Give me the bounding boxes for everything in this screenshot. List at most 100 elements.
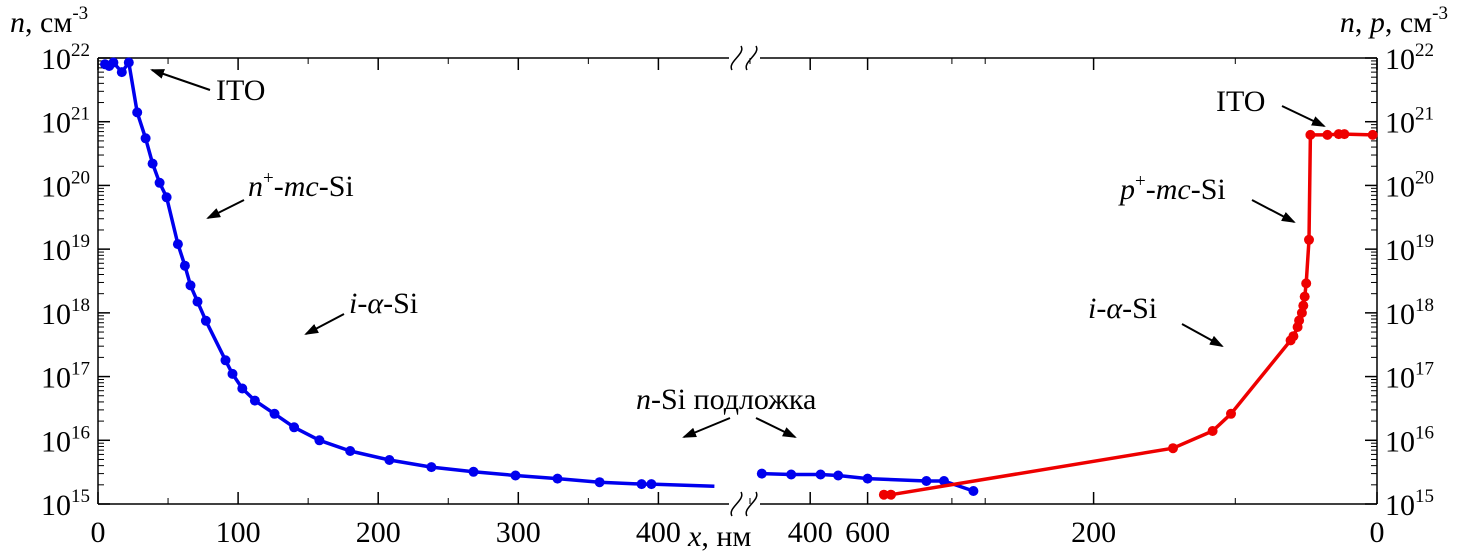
y-tick-label-left: 1021 [41, 104, 90, 140]
series-p-point [878, 489, 889, 500]
series-layer [100, 57, 1378, 500]
x-tick-label: 200 [1071, 516, 1116, 549]
annotation-label: ITO [1216, 85, 1265, 118]
x-tick-label: 0 [1370, 516, 1385, 549]
series-n-point [172, 239, 183, 250]
series-p-point [1322, 129, 1333, 140]
annotations: ITO n+-mc-Si i-α-Si n-Si подложка ITO p+-mc-S… [150, 69, 1326, 438]
series-p-point [1298, 300, 1309, 311]
x-tick-label: 100 [216, 516, 261, 549]
series-p-point [1288, 331, 1299, 342]
annotation-arrow [1181, 323, 1224, 347]
y-tick-label-left: 1020 [41, 167, 90, 203]
x-tick-label: 0 [91, 516, 106, 549]
y-axis-label-left: n, см-3 [10, 3, 88, 39]
series-n-point [161, 192, 172, 203]
series-n-point [108, 57, 119, 68]
x-axis-label: x, нм [687, 520, 751, 553]
series-n-point [192, 296, 203, 307]
x-tick-label: 200 [356, 516, 401, 549]
y-tick-label-left: 1017 [41, 359, 90, 395]
series-p-point [1226, 408, 1236, 419]
series-n-point [154, 177, 165, 188]
series-p-point [1301, 278, 1312, 289]
y-tick-label-right: 1017 [1385, 359, 1434, 395]
axis-break-mark [745, 45, 758, 71]
series-n-point [384, 455, 395, 465]
x-tick-label: 300 [496, 516, 541, 549]
annotation-arrow [682, 417, 731, 438]
series-p-point [1339, 129, 1350, 140]
annotation-label: i-α-Si [1088, 292, 1157, 325]
series-n-point [636, 479, 647, 490]
y-tick-label-right: 1022 [1385, 40, 1434, 76]
x-tick-label: 600 [845, 516, 890, 549]
y-tick-label-right: 1021 [1385, 104, 1434, 140]
axis-break-mark [745, 491, 758, 517]
y-tick-label-right: 1018 [1385, 295, 1434, 331]
y-tick-label-left: 1018 [41, 295, 90, 331]
axis-breaks [730, 45, 758, 517]
series-p-point [886, 489, 896, 500]
series-n-point [227, 368, 238, 379]
series-n-point [510, 470, 521, 481]
series-n-point [345, 446, 356, 456]
annotation-label: i-α-Si [349, 287, 418, 320]
series-n-right-point [939, 476, 949, 486]
series-n-point [646, 479, 657, 490]
y-tick-label-left: 1016 [41, 422, 90, 458]
series-n-point [200, 315, 211, 326]
annotation-label: ITO [216, 74, 265, 107]
y-tick-label-right: 1020 [1385, 167, 1434, 203]
series-n-point [185, 280, 196, 291]
series-n-point [147, 158, 158, 169]
series-n-point [552, 473, 563, 484]
series-n-point [123, 57, 134, 68]
series-n-point [426, 462, 437, 473]
y-ticks: 1015 1015 1016 1016 1017 1017 1018 1018 1019 1019… [41, 40, 1434, 522]
series-n-line [104, 60, 715, 488]
series-p-point [1168, 443, 1178, 454]
series-n-point [289, 422, 300, 433]
y-tick-label-left: 1015 [41, 486, 90, 522]
series-n-point [237, 383, 248, 394]
series-p-point [1207, 426, 1218, 436]
axis-break-mark [730, 491, 743, 517]
annotation-label: n+-mc-Si [248, 168, 354, 203]
y-tick-label-left: 1022 [41, 40, 90, 76]
x-ticks: 0 100 200 300 400 600 400 200 0 [91, 58, 1385, 549]
x-tick-label: 400 [788, 516, 833, 549]
series-n-point [269, 408, 280, 419]
annotation-arrow [206, 199, 245, 219]
y-tick-label-right: 1019 [1385, 231, 1434, 267]
series-p-point [1294, 315, 1305, 326]
series-p-point [1299, 291, 1310, 302]
series-n-point [249, 395, 260, 406]
series-n-right-point [968, 486, 979, 496]
series-n-right-point [815, 469, 826, 480]
series-n-point [594, 477, 605, 488]
x-tick-label: 400 [636, 516, 681, 549]
series-n-right-point [921, 476, 932, 486]
annotation-label: p+-mc-Si [1118, 171, 1226, 206]
series-n-point [140, 133, 151, 144]
axis-break-mark [730, 45, 743, 71]
series-n-right-point [862, 473, 873, 484]
y-axis-label-right: n, p, см-3 [1340, 3, 1448, 39]
series-n-right-point [833, 470, 844, 481]
y-tick-label-left: 1019 [41, 231, 90, 267]
annotation-arrow [1281, 105, 1326, 127]
series-n-point [132, 107, 143, 118]
annotation-arrow [1251, 199, 1296, 223]
series-n-point [179, 260, 190, 271]
y-tick-label-right: 1015 [1385, 486, 1434, 522]
series-p-point [1305, 129, 1316, 140]
series-n-point [314, 435, 325, 446]
annotation-arrow [755, 417, 797, 438]
series-n-right-point [756, 468, 767, 479]
annotation-arrow [150, 69, 211, 91]
series-p-point [1304, 234, 1314, 245]
annotation-arrow [304, 313, 345, 335]
plot-frame [97, 57, 1378, 505]
